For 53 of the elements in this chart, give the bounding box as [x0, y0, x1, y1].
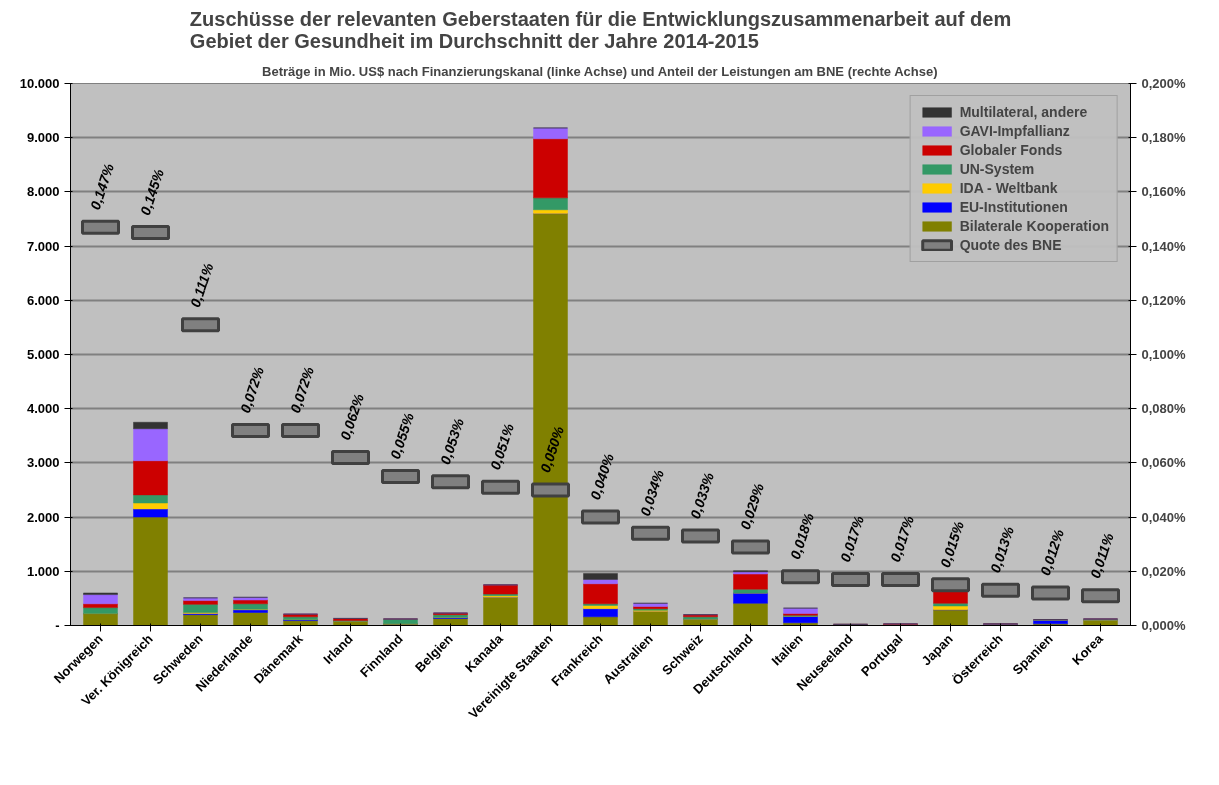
- legend-label: Quote des BNE: [959, 237, 1062, 253]
- y2-tick-label: 0,080%: [1141, 401, 1187, 417]
- y-tick-label: 6.000: [26, 292, 60, 308]
- y-tick-label: 3.000: [26, 455, 60, 471]
- data-label: 0,011%: [1086, 530, 1117, 581]
- y-tick-label: 2.000: [26, 509, 60, 525]
- data-label: 0,012%: [1036, 526, 1068, 578]
- data-label: 0,017%: [836, 513, 868, 564]
- data-label: 0,033%: [686, 469, 718, 521]
- data-label: 0,055%: [386, 410, 418, 461]
- y2-tick-label: 0,060%: [1141, 455, 1187, 471]
- y2-tick-label: 0,200%: [1141, 76, 1187, 91]
- data-label: 0,147%: [86, 161, 118, 212]
- data-label: 0,029%: [736, 480, 768, 532]
- y2-tick-label: 0,120%: [1141, 292, 1187, 308]
- legend-label: GAVI-Impfallianz: [959, 123, 1070, 139]
- y2-tick-label: 0,100%: [1141, 347, 1187, 362]
- legend-label: EU-Institutionen: [959, 199, 1068, 215]
- data-label: 0,111%: [186, 260, 217, 310]
- y-tick-label: 7.000: [26, 238, 60, 254]
- y-tick-label: 5.000: [26, 347, 60, 362]
- y-tick-label: 4.000: [26, 401, 60, 417]
- data-label: 0,034%: [636, 467, 668, 518]
- data-label: 0,051%: [486, 421, 518, 472]
- chart-title: Zuschüsse der relevanten Geberstaaten für die Entwicklungszusammenarbeit auf dem Gebiet der Gesundheit im Durchschnitt der Jahre 2014-2015: [189, 7, 1012, 52]
- legend-label: Bilaterale Kooperation: [959, 218, 1109, 234]
- data-label: 0,040%: [586, 450, 618, 502]
- y2-tick-label: 0,040%: [1141, 509, 1187, 525]
- data-label: 0,072%: [236, 364, 268, 415]
- legend-label: Globaler Fonds: [959, 142, 1063, 158]
- legend-label: UN-System: [959, 161, 1035, 177]
- data-label: 0,018%: [786, 510, 818, 562]
- data-label: 0,013%: [986, 524, 1018, 575]
- y2-tick-label: 0,140%: [1141, 238, 1187, 254]
- y-tick-label: 10.000: [19, 76, 60, 91]
- y-tick-label: -: [55, 618, 60, 633]
- y-tick-label: 1.000: [26, 563, 60, 579]
- legend-label: Multilateral, andere: [959, 104, 1088, 120]
- y2-tick-label: 0,160%: [1141, 184, 1187, 200]
- y-tick-label: 9.000: [26, 130, 60, 146]
- y2-tick-label: 0,000%: [1141, 618, 1187, 633]
- legend-label: IDA - Weltbank: [959, 180, 1058, 196]
- y2-tick-label: 0,020%: [1141, 563, 1187, 579]
- data-label: 0,050%: [536, 423, 568, 475]
- y-tick-label: 8.000: [26, 184, 60, 200]
- data-label: 0,015%: [936, 518, 968, 570]
- data-label: 0,072%: [286, 364, 318, 415]
- data-label: 0,062%: [336, 391, 368, 442]
- data-label: 0,017%: [886, 513, 918, 564]
- data-label: 0,053%: [436, 415, 468, 467]
- data-label: 0,145%: [136, 166, 168, 218]
- chart-subtitle: Beträge in Mio. US$ nach Finanzierungskanal (linke Achse) und Anteil der Leistungen am BNE (rechte Achse): [262, 63, 938, 79]
- y2-tick-label: 0,180%: [1141, 130, 1187, 146]
